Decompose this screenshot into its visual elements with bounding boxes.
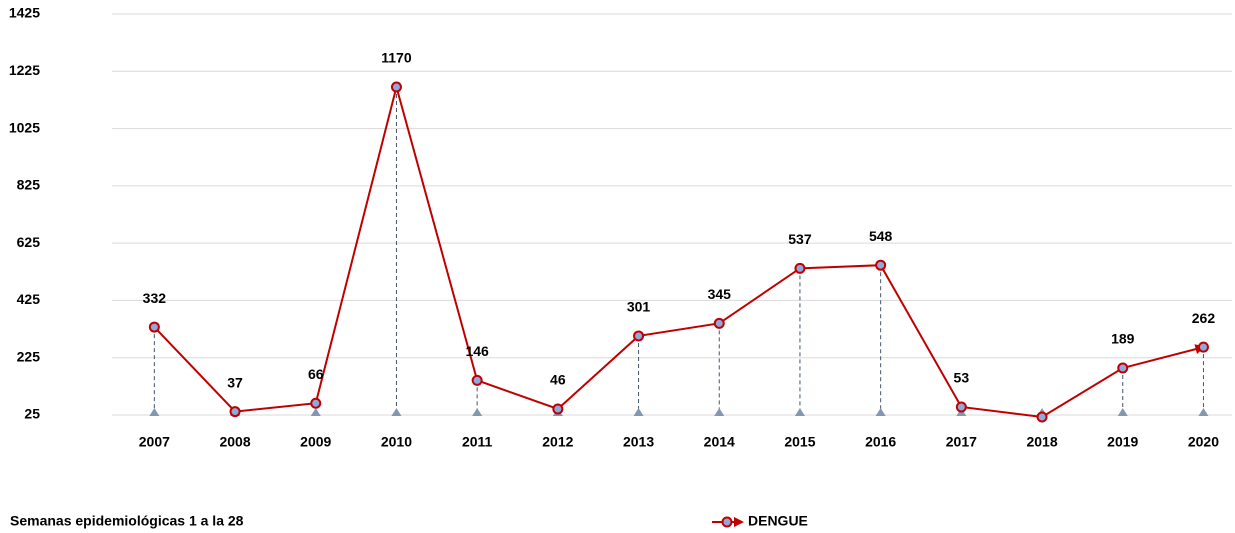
y-tick-label: 425 <box>17 291 41 307</box>
x-tick-label: 2014 <box>704 434 735 450</box>
footnote: Semanas epidemiológicas 1 a la 28 <box>10 513 244 529</box>
data-label: 53 <box>954 370 970 386</box>
legend-marker <box>721 516 733 528</box>
drop-marker <box>714 408 725 416</box>
point <box>390 81 402 93</box>
x-tick-label: 2011 <box>462 434 493 450</box>
data-label: 548 <box>869 228 893 244</box>
x-tick-label: 2020 <box>1188 434 1219 450</box>
point <box>1197 341 1209 353</box>
data-label: 262 <box>1192 310 1216 326</box>
data-label: 146 <box>465 343 489 359</box>
point <box>310 397 322 409</box>
x-tick-label: 2013 <box>623 434 654 450</box>
x-tick-label: 2009 <box>300 434 331 450</box>
point <box>794 262 806 274</box>
point <box>229 406 241 418</box>
x-tick-label: 2007 <box>139 434 170 450</box>
drop-marker <box>391 408 402 416</box>
data-label: 46 <box>550 372 566 388</box>
y-tick-label: 1025 <box>9 119 40 135</box>
data-label: 66 <box>308 366 324 382</box>
y-tick-label: 1425 <box>9 5 40 21</box>
data-label: 1170 <box>381 50 412 66</box>
y-tick-label: 25 <box>24 406 40 422</box>
data-label: 537 <box>788 231 812 247</box>
drop-marker <box>1198 408 1209 416</box>
drop-marker <box>875 408 886 416</box>
drop-marker <box>310 408 321 416</box>
x-tick-label: 2008 <box>219 434 250 450</box>
x-tick-label: 2010 <box>381 434 412 450</box>
point <box>471 374 483 386</box>
line <box>153 83 1206 419</box>
y-tick-label: 1225 <box>9 62 40 78</box>
y-tick-label: 225 <box>17 348 41 364</box>
point <box>955 401 967 413</box>
x-tick-label: 2017 <box>946 434 977 450</box>
y-tick-label: 825 <box>17 177 41 193</box>
y-tick-label: 625 <box>17 234 41 250</box>
drop-marker <box>1117 408 1128 416</box>
point <box>875 259 887 271</box>
data-label: 332 <box>143 290 167 306</box>
x-tick-label: 2016 <box>865 434 896 450</box>
data-label: 345 <box>708 286 732 302</box>
point <box>148 321 160 333</box>
data-label: 37 <box>227 374 243 390</box>
drop-marker <box>149 408 160 416</box>
data-label: 189 <box>1111 331 1135 347</box>
point <box>1117 362 1129 374</box>
legend-label: DENGUE <box>748 513 808 529</box>
x-tick-label: 2019 <box>1107 434 1138 450</box>
point <box>713 317 725 329</box>
point <box>552 403 564 415</box>
drop-marker <box>472 408 483 416</box>
data-label: 301 <box>627 299 651 315</box>
x-tick-label: 2018 <box>1026 434 1057 450</box>
x-tick-label: 2015 <box>784 434 815 450</box>
point <box>633 330 645 342</box>
point <box>1036 411 1048 423</box>
drop-marker <box>633 408 644 416</box>
drop-marker <box>794 408 805 416</box>
x-tick-label: 2012 <box>542 434 573 450</box>
